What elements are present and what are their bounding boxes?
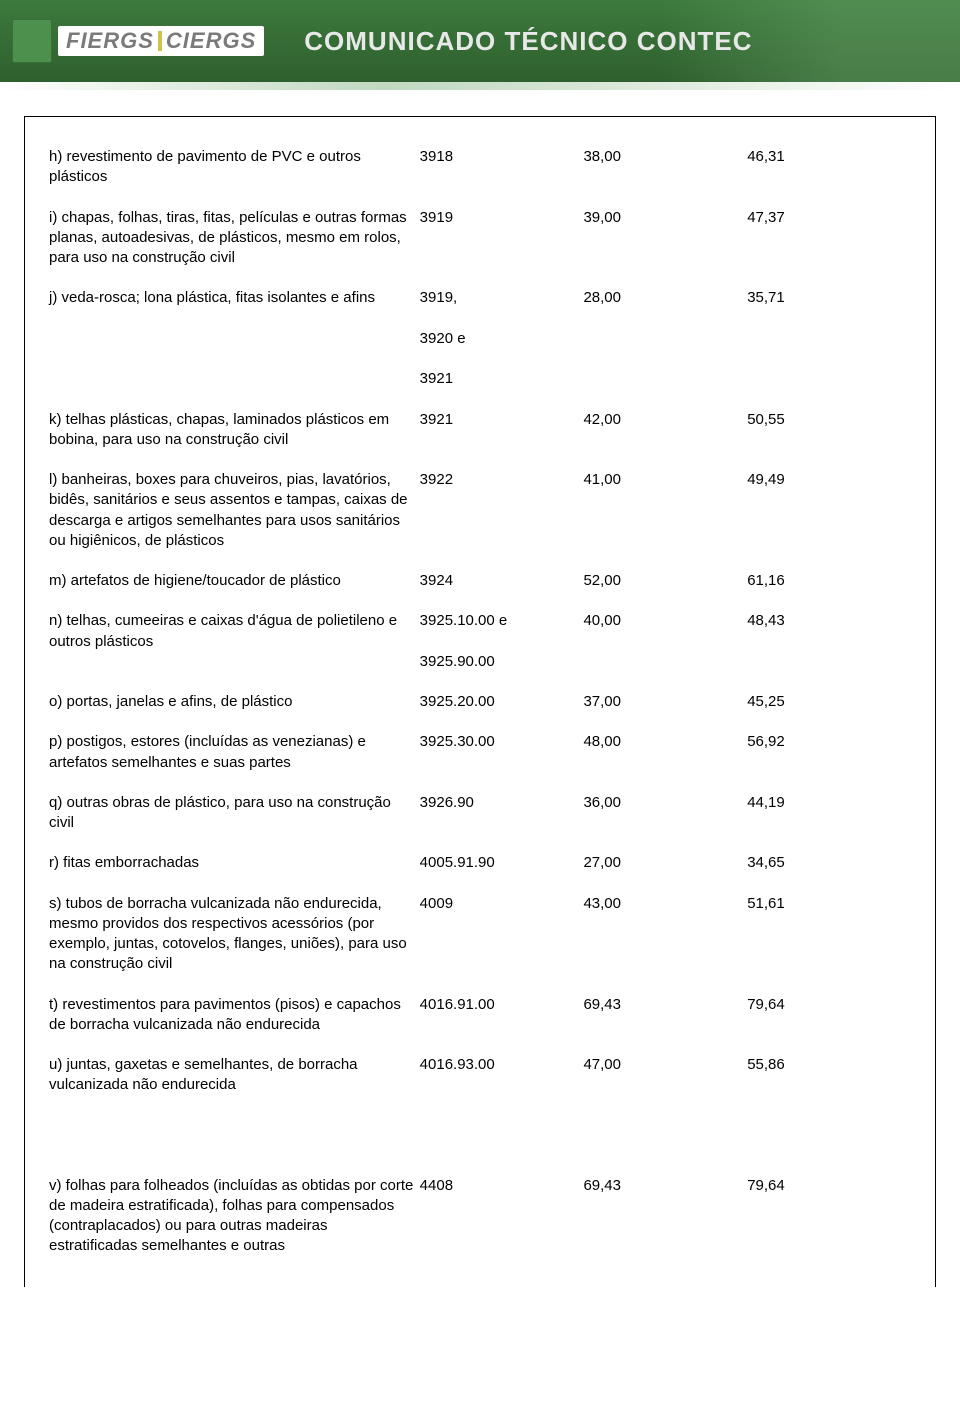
cell-description: k) telhas plásticas, chapas, laminados p… <box>49 400 420 461</box>
table-row: n) telhas, cumeeiras e caixas d'água de … <box>49 601 911 682</box>
table-row: h) revestimento de pavimento de PVC e ou… <box>49 137 911 198</box>
cell-value-2: 34,65 <box>747 843 911 883</box>
logo-divider-icon <box>158 31 162 51</box>
table-row: i) chapas, folhas, tiras, fitas, películ… <box>49 198 911 279</box>
cell-value-2: 45,25 <box>747 682 911 722</box>
cell-value-1: 69,43 <box>583 985 747 1046</box>
cell-value-1: 43,00 <box>583 884 747 985</box>
data-table: h) revestimento de pavimento de PVC e ou… <box>49 137 911 1267</box>
cell-value-1: 27,00 <box>583 843 747 883</box>
cell-value-2: 49,49 <box>747 460 911 561</box>
table-row: v) folhas para folheados (incluídas as o… <box>49 1106 911 1267</box>
cell-value-2: 50,55 <box>747 400 911 461</box>
cell-value-2: 44,19 <box>747 783 911 844</box>
logo-text: FIERGS CIERGS <box>58 26 264 56</box>
cell-description: r) fitas emborrachadas <box>49 843 420 883</box>
cell-description: u) juntas, gaxetas e semelhantes, de bor… <box>49 1045 420 1106</box>
cell-description: h) revestimento de pavimento de PVC e ou… <box>49 137 420 198</box>
banner-strip <box>0 82 960 90</box>
cell-code: 4005.91.90 <box>420 843 584 883</box>
table-row: k) telhas plásticas, chapas, laminados p… <box>49 400 911 461</box>
logo-ciergs-text: CIERGS <box>166 28 256 54</box>
cell-value-1: 39,00 <box>583 198 747 279</box>
table-row: s) tubos de borracha vulcanizada não end… <box>49 884 911 985</box>
cell-code: 3924 <box>420 561 584 601</box>
cell-value-2: 79,64 <box>747 985 911 1046</box>
cell-value-1: 69,43 <box>583 1106 747 1267</box>
table-row: r) fitas emborrachadas4005.91.9027,0034,… <box>49 843 911 883</box>
cell-code: 3926.90 <box>420 783 584 844</box>
table-row: o) portas, janelas e afins, de plástico3… <box>49 682 911 722</box>
cell-code: 3922 <box>420 460 584 561</box>
cell-code: 3925.10.00 e 3925.90.00 <box>420 601 584 682</box>
cell-value-2: 61,16 <box>747 561 911 601</box>
table-row: p) postigos, estores (incluídas as venez… <box>49 722 911 783</box>
logo-group: FIERGS CIERGS <box>12 19 264 63</box>
cell-code: 3918 <box>420 137 584 198</box>
cell-value-1: 48,00 <box>583 722 747 783</box>
cell-description: p) postigos, estores (incluídas as venez… <box>49 722 420 783</box>
cell-value-2: 48,43 <box>747 601 911 682</box>
cell-value-1: 42,00 <box>583 400 747 461</box>
cell-description: o) portas, janelas e afins, de plástico <box>49 682 420 722</box>
cell-value-2: 51,61 <box>747 884 911 985</box>
cell-value-2: 55,86 <box>747 1045 911 1106</box>
table-row: t) revestimentos para pavimentos (pisos)… <box>49 985 911 1046</box>
cell-value-1: 28,00 <box>583 278 747 399</box>
cell-description: n) telhas, cumeeiras e caixas d'água de … <box>49 601 420 682</box>
cell-code: 3925.20.00 <box>420 682 584 722</box>
cell-description: q) outras obras de plástico, para uso na… <box>49 783 420 844</box>
cell-value-1: 52,00 <box>583 561 747 601</box>
cell-value-1: 38,00 <box>583 137 747 198</box>
cell-code: 3925.30.00 <box>420 722 584 783</box>
cell-value-2: 35,71 <box>747 278 911 399</box>
page-content: h) revestimento de pavimento de PVC e ou… <box>24 116 936 1287</box>
cell-code: 3921 <box>420 400 584 461</box>
cell-value-1: 40,00 <box>583 601 747 682</box>
cell-description: m) artefatos de higiene/toucador de plás… <box>49 561 420 601</box>
cell-value-1: 41,00 <box>583 460 747 561</box>
table-row: j) veda-rosca; lona plástica, fitas isol… <box>49 278 911 399</box>
header-banner: FIERGS CIERGS COMUNICADO TÉCNICO CONTEC <box>0 0 960 82</box>
cell-description: t) revestimentos para pavimentos (pisos)… <box>49 985 420 1046</box>
cell-value-2: 47,37 <box>747 198 911 279</box>
cell-code: 4016.91.00 <box>420 985 584 1046</box>
table-row: l) banheiras, boxes para chuveiros, pias… <box>49 460 911 561</box>
cell-code: 4016.93.00 <box>420 1045 584 1106</box>
banner-title: COMUNICADO TÉCNICO CONTEC <box>304 26 752 57</box>
cell-description: i) chapas, folhas, tiras, fitas, películ… <box>49 198 420 279</box>
cell-value-2: 56,92 <box>747 722 911 783</box>
logo-fiergs-text: FIERGS <box>66 28 154 54</box>
cell-value-1: 47,00 <box>583 1045 747 1106</box>
cell-description: l) banheiras, boxes para chuveiros, pias… <box>49 460 420 561</box>
cell-description: s) tubos de borracha vulcanizada não end… <box>49 884 420 985</box>
table-row: m) artefatos de higiene/toucador de plás… <box>49 561 911 601</box>
cell-code: 3919, 3920 e 3921 <box>420 278 584 399</box>
cell-value-1: 37,00 <box>583 682 747 722</box>
cell-code: 3919 <box>420 198 584 279</box>
cell-description: v) folhas para folheados (incluídas as o… <box>49 1106 420 1267</box>
table-row: u) juntas, gaxetas e semelhantes, de bor… <box>49 1045 911 1106</box>
cell-code: 4009 <box>420 884 584 985</box>
cell-value-1: 36,00 <box>583 783 747 844</box>
logo-badge-icon <box>12 19 52 63</box>
cell-code: 4408 <box>420 1106 584 1267</box>
cell-value-2: 79,64 <box>747 1106 911 1267</box>
table-row: q) outras obras de plástico, para uso na… <box>49 783 911 844</box>
cell-description: j) veda-rosca; lona plástica, fitas isol… <box>49 278 420 399</box>
cell-value-2: 46,31 <box>747 137 911 198</box>
